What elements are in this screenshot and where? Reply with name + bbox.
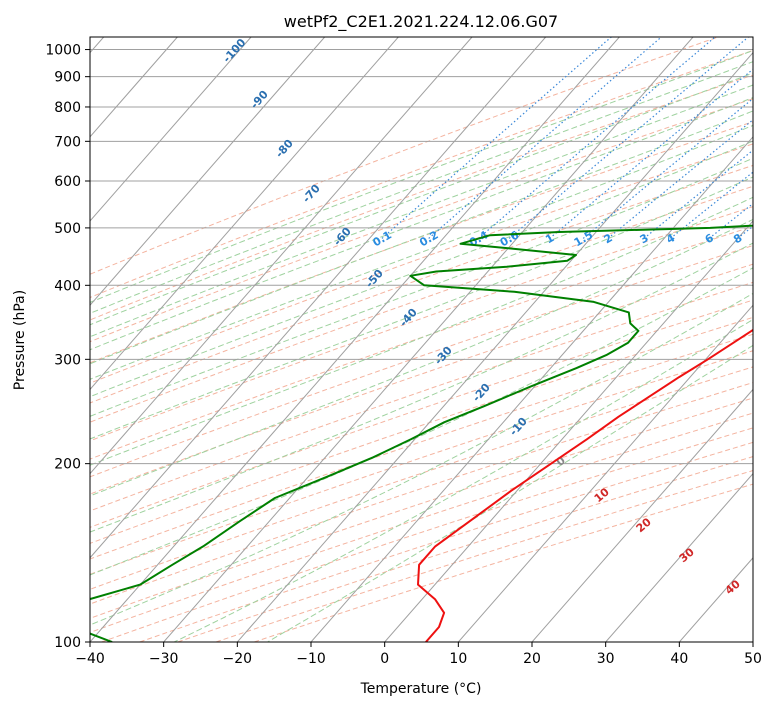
x-tick-label: −30 (149, 651, 179, 667)
isotherm (310, 136, 753, 642)
moist-adiabat (90, 196, 753, 466)
isotherm (90, 37, 473, 475)
moist-adiabat (90, 110, 753, 365)
isotherm (90, 37, 620, 642)
x-tick-label: 20 (523, 651, 541, 667)
x-tick-label: −10 (296, 651, 326, 667)
y-axis-title: Pressure (hPa) (12, 290, 28, 390)
y-tick-label: 400 (54, 278, 81, 294)
temperature-line (417, 328, 753, 642)
isotherm (605, 472, 753, 642)
moist-adiabat (90, 140, 753, 398)
y-tick-label: 500 (54, 221, 81, 237)
moist-adiabat (173, 318, 753, 642)
isotherm (384, 220, 753, 642)
dry-adiabat (90, 333, 753, 560)
sounding-lines (90, 224, 753, 642)
y-tick-label: 700 (54, 134, 81, 150)
dry-adiabat (90, 350, 753, 575)
dry-adiabat (90, 164, 753, 404)
x-axis: −40 −30 −20 −10 0 10 20 30 40 50 (75, 642, 762, 667)
x-tick-label: 30 (597, 651, 615, 667)
x-tick-label: 0 (380, 651, 389, 667)
mixing-ratio-line (508, 37, 750, 239)
moist-adiabat (90, 157, 753, 417)
dry-adiabat (90, 37, 720, 275)
dry-adiabat (90, 185, 753, 423)
y-tick-label: 600 (54, 174, 81, 190)
mixing-ratio-line (760, 35, 775, 239)
y-tick-label: 1000 (45, 43, 81, 59)
y-axis: 100 200 300 400 500 600 700 800 900 1000 (45, 43, 90, 651)
moist-adiabat (90, 61, 753, 314)
y-tick-label: 200 (54, 457, 81, 473)
isotherm (752, 641, 753, 642)
plot-frame (89, 36, 754, 643)
moist-adiabat (90, 84, 753, 338)
dewpoint-line (90, 224, 753, 642)
mixing-ratio-line (478, 37, 717, 239)
plot-background (90, 37, 753, 642)
x-tick-label: −20 (223, 651, 253, 667)
dry-adiabat (90, 299, 753, 528)
moist-adiabat (90, 267, 753, 576)
y-tick-label: 800 (54, 100, 81, 116)
moist-adiabat (90, 72, 753, 326)
dry-adiabat (90, 263, 753, 495)
isotherm (163, 37, 694, 642)
isotherm (90, 37, 399, 391)
isotherm (531, 388, 753, 642)
mixing-ratio-line (428, 37, 663, 239)
background-lines (90, 35, 775, 642)
y-tick-label: 100 (54, 635, 81, 651)
dry-adiabat (90, 49, 753, 299)
isotherm (90, 37, 252, 222)
moist-adiabat (90, 242, 753, 533)
isotherm (457, 304, 753, 642)
y-tick-label: 900 (54, 70, 81, 86)
isotherm (236, 51, 753, 642)
dry-adiabat (90, 206, 753, 442)
isotherm (90, 37, 326, 306)
y-tick-label: 300 (54, 352, 81, 368)
chart-title: wetPf2_C2E1.2021.224.12.06.G07 (284, 12, 558, 32)
dry-adiabat (90, 382, 753, 605)
x-tick-label: 50 (744, 651, 762, 667)
x-tick-label: 40 (670, 651, 688, 667)
moist-adiabat (90, 292, 753, 626)
isotherm (90, 37, 547, 559)
dry-adiabat (90, 244, 753, 478)
moist-adiabat (90, 218, 753, 497)
x-tick-label: −40 (75, 651, 105, 667)
x-tick-label: 10 (449, 651, 467, 667)
moist-adiabat (90, 97, 753, 351)
x-axis-title: Temperature (°C) (360, 681, 482, 697)
moist-adiabat (90, 49, 753, 303)
